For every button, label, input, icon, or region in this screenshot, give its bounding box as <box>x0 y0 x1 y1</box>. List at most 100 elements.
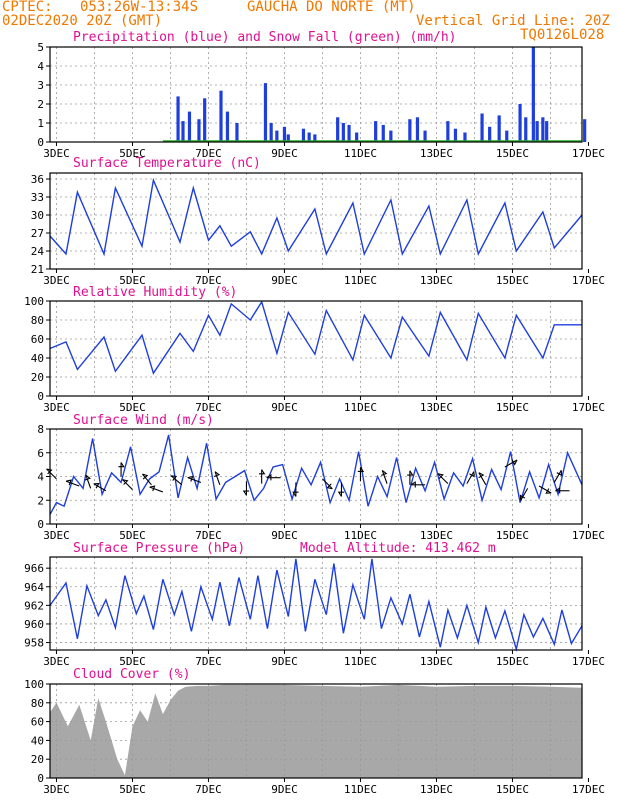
wind-arrow <box>266 474 281 481</box>
precip-bar <box>225 111 230 142</box>
precip-bar <box>313 134 317 142</box>
panel-2: 21 24 27 30 33 36 3DEC 5DEC 7DEC 9DEC 11DEC 13DEC 15… <box>31 172 605 287</box>
x-tick-label: 9DEC <box>271 401 298 414</box>
x-tick-label: 3DEC <box>43 274 70 287</box>
precip-bar <box>301 128 306 142</box>
series-line <box>49 300 582 375</box>
precip-bar <box>197 119 201 142</box>
cloud-cover-title: Cloud Cover (%) <box>73 667 190 682</box>
wind-arrow-head <box>213 471 221 478</box>
wind-arrow-shaft <box>46 468 57 480</box>
wind-arrow-head <box>118 462 125 468</box>
x-tick-label: 13DEC <box>420 655 453 668</box>
header-coords: 053:26W-13:34S <box>80 0 198 15</box>
wind-arrow-shaft <box>142 473 152 486</box>
panel-frame <box>49 300 583 397</box>
precip-bar <box>347 124 351 142</box>
panel-frame <box>49 428 583 525</box>
wind-arrow <box>466 471 475 484</box>
wind-arrow <box>381 470 388 484</box>
precip-bar <box>488 126 492 142</box>
wind-arrow-shaft <box>93 483 107 492</box>
y-tick-label: 27 <box>31 227 44 240</box>
wind-arrow-shaft <box>149 486 164 493</box>
x-tick-label: 11DEC <box>344 401 377 414</box>
y-tick-label: 962 <box>24 599 44 612</box>
humidity-title: Relative Humidity (%) <box>73 285 237 300</box>
precip-bar <box>583 119 587 142</box>
y-tick-label: 33 <box>31 191 44 204</box>
wind-arrow-shaft <box>504 459 518 468</box>
wind-arrow-head <box>437 473 444 479</box>
x-tick-label: 5DEC <box>119 783 146 796</box>
wind-arrow-head <box>410 481 416 488</box>
precip-bar <box>355 132 359 142</box>
precipitation-title: Precipitation (blue) and Snow Fall (gree… <box>73 30 457 45</box>
wind-arrow <box>142 473 152 486</box>
wind-arrow <box>118 462 125 477</box>
wind-arrow-head <box>258 469 266 475</box>
x-tick-label: 13DEC <box>420 783 453 796</box>
wind-arrow-head <box>187 475 194 482</box>
wind-arrow <box>84 474 92 489</box>
x-tick-label: 7DEC <box>195 274 222 287</box>
precip-bar <box>181 121 185 142</box>
precip-bar <box>535 121 539 142</box>
x-tick-label: 13DEC <box>420 147 453 160</box>
wind-arrow-head <box>326 483 333 490</box>
precip-bar <box>263 83 268 142</box>
wind-arrow-head <box>93 482 100 489</box>
x-tick-label: 5DEC <box>119 401 146 414</box>
temperature-title: Surface Temperature (nC) <box>73 156 261 171</box>
precip-bar <box>269 123 273 142</box>
y-tick-label: 20 <box>31 371 44 384</box>
y-tick-label: 60 <box>31 333 44 346</box>
wind-arrow <box>357 466 365 482</box>
wind-arrow-head <box>46 468 53 475</box>
x-tick-label: 3DEC <box>43 401 70 414</box>
precip-bar <box>187 111 192 142</box>
x-tick-label: 17DEC <box>572 147 605 160</box>
x-tick-label: 9DEC <box>271 655 298 668</box>
x-tick-label: 15DEC <box>496 147 529 160</box>
wind-arrow-shaft <box>322 478 333 490</box>
x-tick-label: 7DEC <box>195 147 222 160</box>
y-tick-label: 966 <box>24 562 44 575</box>
wind-arrow <box>410 481 426 488</box>
wind-arrow-head <box>84 474 91 481</box>
wind-arrow-shaft <box>478 472 487 486</box>
x-tick-label: 13DEC <box>420 274 453 287</box>
y-tick-label: 1 <box>37 117 44 130</box>
panel-4: 0 2 4 6 8 3DEC 5DEC 7DEC 9DEC 11DEC 13DEC 15DEC 17DE… <box>37 423 605 542</box>
precip-bar <box>545 121 549 142</box>
precip-bar <box>415 117 420 142</box>
wind-arrow <box>258 469 266 484</box>
wind-arrow <box>437 473 449 485</box>
precip-bar <box>541 117 545 142</box>
x-tick-label: 7DEC <box>195 655 222 668</box>
x-tick-label: 15DEC <box>496 274 529 287</box>
wind-arrow <box>504 459 518 468</box>
wind-arrow <box>407 470 414 485</box>
x-tick-label: 15DEC <box>496 529 529 542</box>
precip-bar <box>176 96 180 142</box>
x-tick-label: 13DEC <box>420 401 453 414</box>
wind-arrow-shaft <box>122 479 133 490</box>
wind-arrow-shaft <box>381 470 388 484</box>
x-tick-label: 9DEC <box>271 274 298 287</box>
panel-3: 0 20 40 60 80 100 3DEC 5DEC 7DEC 9DEC 11DEC 13DEC 15… <box>24 295 605 414</box>
wind-arrow-shaft <box>538 485 552 494</box>
series-line <box>49 177 583 257</box>
x-tick-label: 3DEC <box>43 783 70 796</box>
model-altitude-note: Model Altitude: 413.462 m <box>300 541 496 556</box>
precip-bar <box>389 130 393 142</box>
y-tick-label: 80 <box>31 697 44 710</box>
y-tick-label: 8 <box>37 423 44 436</box>
precip-bar <box>408 119 412 142</box>
header-location: GAUCHA DO NORTE (MT) <box>247 0 416 15</box>
wind-arrow-head <box>407 470 414 476</box>
header-source: CPTEC: <box>2 0 53 15</box>
x-tick-label: 3DEC <box>43 529 70 542</box>
precip-bar <box>275 130 279 142</box>
wind-arrow-head <box>545 488 552 494</box>
